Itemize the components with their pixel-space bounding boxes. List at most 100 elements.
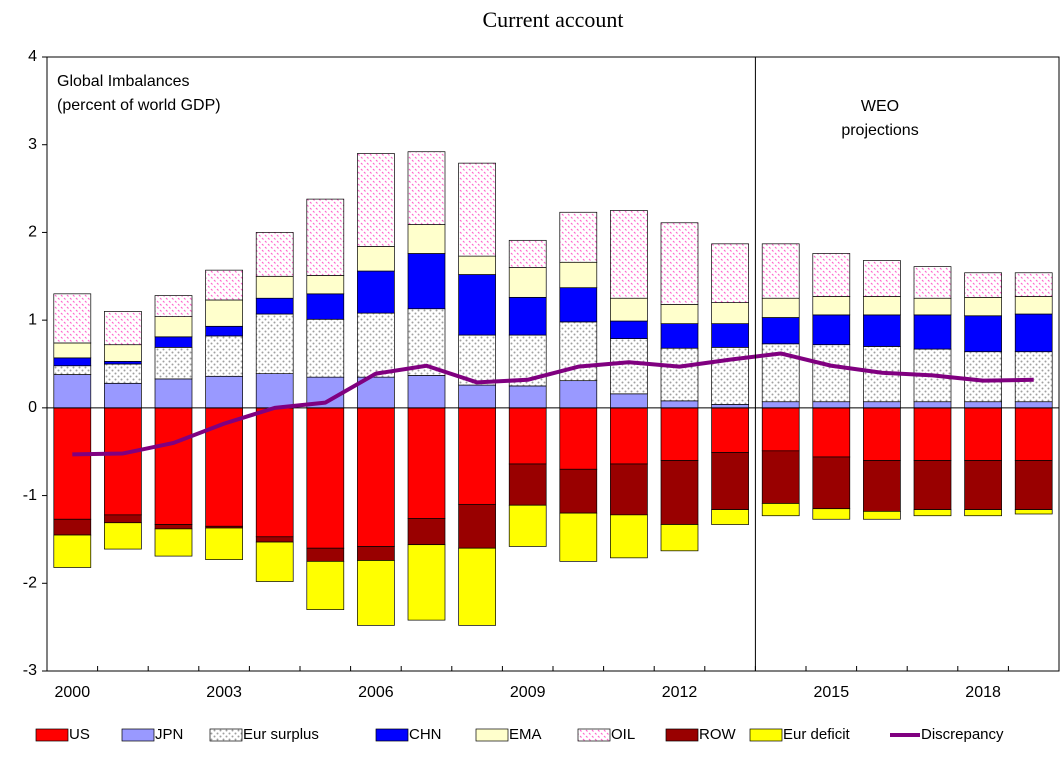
bar-segment <box>913 297 952 316</box>
bar-segment <box>407 518 446 546</box>
x-tick-label: 2018 <box>965 684 1001 701</box>
x-tick-label: 2000 <box>55 684 91 701</box>
bar-segment <box>660 222 699 305</box>
bar-segment <box>407 224 446 254</box>
line-series <box>72 351 1034 457</box>
bar-segment <box>306 318 345 378</box>
bar-segment <box>407 375 446 409</box>
legend-swatch <box>121 728 155 742</box>
bar-segment <box>306 547 345 562</box>
bar-segment <box>761 503 800 517</box>
legend-label: JPN <box>155 726 183 743</box>
bar-segment <box>255 232 294 277</box>
legend-swatch <box>475 728 509 742</box>
bar-segment <box>255 275 294 299</box>
bar-segment <box>154 316 193 338</box>
bar-segment <box>559 380 598 409</box>
bar-segment <box>913 460 952 510</box>
bar-segment <box>660 304 699 325</box>
y-tick-label: -2 <box>23 575 37 592</box>
bar-segment <box>863 401 901 409</box>
bar-segment <box>407 253 446 310</box>
bar-segment <box>812 508 851 520</box>
bar-segment <box>357 153 395 247</box>
x-tick-label: 2015 <box>814 684 850 701</box>
bar-segment <box>255 313 294 374</box>
legend-label: Eur deficit <box>783 726 851 743</box>
bar-segment <box>53 365 92 375</box>
bar-segment <box>508 407 547 465</box>
bar-segment <box>306 198 345 276</box>
y-tick-label: 0 <box>28 399 37 416</box>
bar-segment <box>964 296 1002 317</box>
bar-segment <box>53 518 92 536</box>
bar-segment <box>104 522 142 550</box>
x-tick-label: 2003 <box>206 684 242 701</box>
bar-segment <box>458 162 496 257</box>
bar-segment <box>255 407 294 538</box>
bar-segment <box>508 267 547 298</box>
bar-segment <box>711 346 749 405</box>
bar-segment <box>357 560 395 626</box>
bar-segment <box>559 468 598 514</box>
bar-segment <box>1014 509 1053 515</box>
bar-segment <box>559 407 598 470</box>
bar-segment <box>357 246 395 272</box>
bar-segment <box>711 302 749 325</box>
legend-label: ROW <box>699 726 737 743</box>
bar-segment <box>458 274 496 336</box>
bar-segment <box>205 299 243 327</box>
bar-segment <box>761 407 800 452</box>
bar-segment <box>964 315 1002 353</box>
bar-segment <box>104 344 142 362</box>
bar-segment <box>154 295 193 317</box>
bar-segment <box>761 243 800 299</box>
legend-swatch <box>577 728 611 742</box>
bar-segment <box>660 323 699 349</box>
bar-segment <box>407 151 446 225</box>
bar-segment <box>53 293 92 344</box>
bar-segment <box>508 296 547 336</box>
annotation: Global Imbalances <box>57 73 190 90</box>
bar-segment <box>1014 407 1053 461</box>
bar-segment <box>913 509 952 517</box>
bar-segment <box>53 357 92 367</box>
bar-segment <box>458 503 496 549</box>
bar-segment <box>357 407 395 547</box>
bar-segment <box>711 403 749 409</box>
bar-segment <box>255 536 294 543</box>
bar-segment <box>154 528 193 557</box>
bar-segment <box>660 407 699 461</box>
bar-segment <box>508 504 547 547</box>
legend-swatch <box>749 728 783 742</box>
bar-segment <box>357 546 395 561</box>
y-tick-label: -3 <box>23 662 37 679</box>
x-tick-label: 2006 <box>358 684 394 701</box>
bar-segment <box>559 512 598 562</box>
bar-segment <box>255 541 294 582</box>
bar-segment <box>559 287 598 323</box>
bar-segment <box>53 374 92 409</box>
bar-segment <box>407 407 446 519</box>
legend-label: OIL <box>611 726 635 743</box>
bar-segment <box>610 210 648 299</box>
bar-segment <box>660 400 699 409</box>
bar-segment <box>761 317 800 345</box>
annotation: projections <box>841 122 918 139</box>
bar-segment <box>761 401 800 409</box>
bar-segment <box>255 373 294 409</box>
bar-segment <box>508 463 547 506</box>
bar-segment <box>1014 351 1053 403</box>
bar-segment <box>559 261 598 289</box>
bar-segment <box>508 385 547 409</box>
bar-segment <box>104 407 142 516</box>
bar-segment <box>964 351 1002 403</box>
bar-segment <box>306 407 345 549</box>
bar-segment <box>660 460 699 525</box>
bar-segment <box>863 296 901 316</box>
bar-segment <box>964 401 1002 409</box>
bar-segment <box>458 547 496 626</box>
bar-segment <box>104 514 142 524</box>
bar-segment <box>104 382 142 409</box>
legend-swatch <box>209 728 243 742</box>
